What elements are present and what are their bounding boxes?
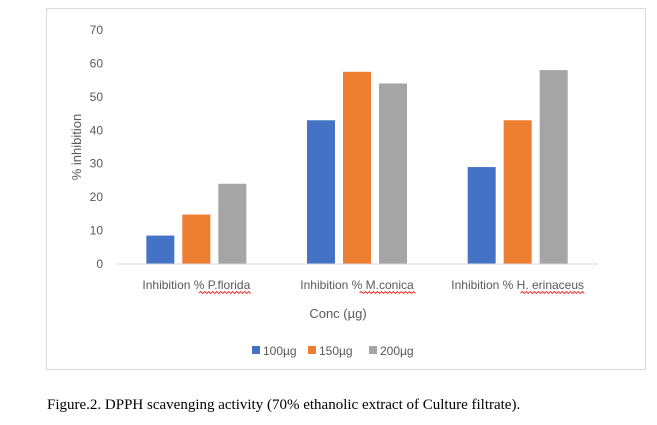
legend-label: 150µg	[319, 344, 353, 358]
bar-150g-0	[182, 214, 211, 264]
x-tick-label: Inhibition % H. erinaceus	[451, 278, 584, 292]
spellcheck-underline	[198, 290, 251, 295]
bar-150g-1	[343, 71, 371, 265]
y-tick-label: 30	[90, 157, 104, 171]
x-tick-label: Inhibition % P.florida	[142, 278, 250, 292]
spellcheck-underline	[520, 290, 585, 295]
legend-label: 100µg	[263, 344, 297, 358]
bar-100g-0	[146, 235, 175, 264]
legend-swatch	[252, 346, 260, 354]
y-tick-label: 20	[90, 190, 104, 204]
y-tick-label: 60	[90, 56, 104, 70]
bar-100g-1	[307, 120, 335, 264]
bar-200g-1	[379, 83, 407, 264]
y-tick-label: 40	[90, 123, 104, 137]
legend: 100µg 150µg 200µg	[252, 344, 414, 358]
y-tick-label: 50	[90, 90, 104, 104]
spellcheck-underline	[359, 290, 416, 295]
y-tick-label: 0	[96, 257, 103, 271]
legend-label: 200µg	[380, 344, 414, 358]
x-tick-label: Inhibition % M.conica	[300, 278, 414, 292]
y-tick-label: 70	[90, 23, 104, 37]
bar-series	[146, 70, 568, 265]
x-axis-label: Conc (µg)	[309, 306, 366, 321]
bar-150g-2	[503, 120, 532, 264]
legend-swatch	[308, 346, 316, 354]
y-axis-ticks: 0 10 20 30 40 50 60 70	[90, 23, 104, 271]
bar-100g-2	[467, 167, 496, 264]
x-axis-ticks: Inhibition % P.florida Inhibition % M.con…	[142, 278, 585, 295]
bar-200g-0	[218, 183, 247, 264]
figure-caption: Figure.2. DPPH scavenging activity (70% …	[47, 397, 521, 413]
y-axis-label: % inhibition	[69, 114, 84, 181]
y-tick-label: 10	[90, 224, 104, 238]
legend-swatch	[369, 346, 377, 354]
bar-200g-2	[539, 70, 568, 264]
